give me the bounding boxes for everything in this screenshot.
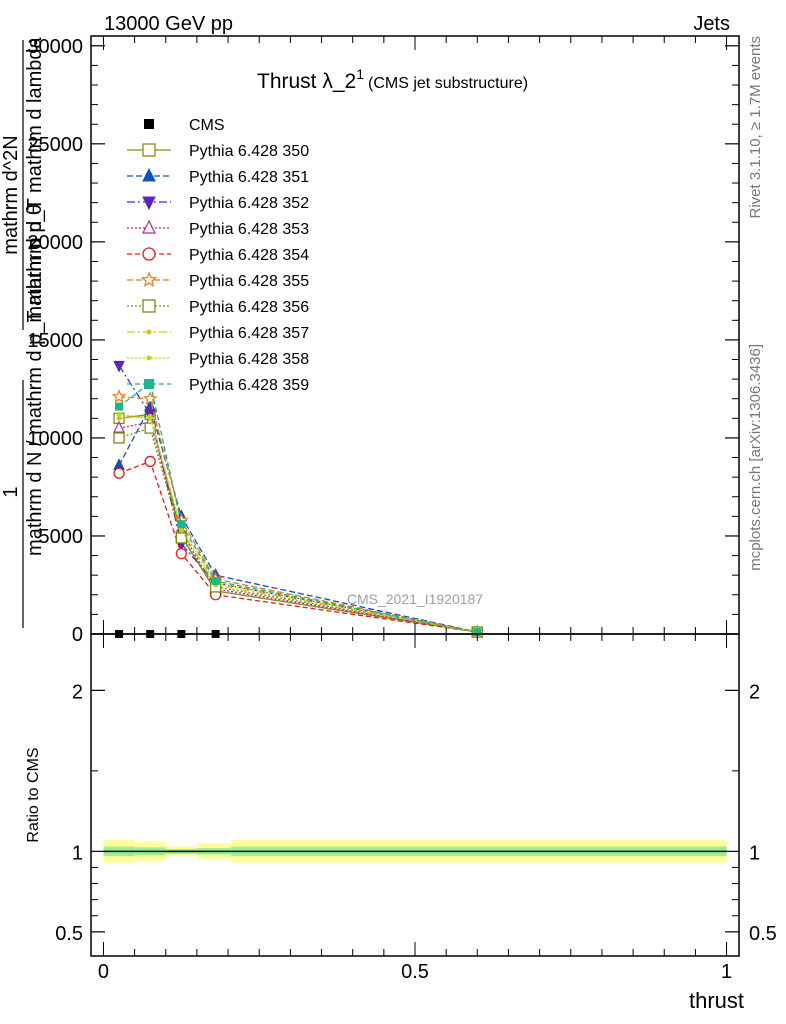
legend-item: Pythia 6.428 354 bbox=[127, 247, 309, 264]
legend-label: Pythia 6.428 352 bbox=[189, 195, 309, 212]
ratio-y-tick-label-right: 0.5 bbox=[749, 923, 777, 945]
legend-item: Pythia 6.428 359 bbox=[127, 377, 309, 394]
legend-label: Pythia 6.428 356 bbox=[189, 299, 309, 316]
data-point bbox=[146, 355, 152, 361]
series-line bbox=[118, 381, 478, 633]
data-point bbox=[113, 420, 126, 433]
y-tick-label: 20000 bbox=[27, 232, 83, 254]
header-left: 13000 GeV pp bbox=[104, 13, 233, 35]
y-tick-label: 5000 bbox=[39, 526, 84, 548]
x-tick-label: 1 bbox=[721, 961, 732, 983]
legend-item-cms: CMS bbox=[144, 117, 225, 134]
data-point bbox=[140, 271, 158, 287]
ratio-ticks: 0.5 0.5 1 1 2 2 0 0.5 1 bbox=[55, 634, 777, 983]
header-right: Jets bbox=[693, 13, 730, 35]
data-point bbox=[175, 547, 187, 560]
ylabel-num1: 1 bbox=[0, 486, 22, 497]
legend-item: Pythia 6.428 356 bbox=[127, 299, 309, 316]
data-point bbox=[142, 219, 156, 234]
x-tick-label: 0.5 bbox=[401, 961, 429, 983]
legend: CMS Pythia 6.428 350 Pythia 6.428 351 Pythi… bbox=[127, 117, 309, 394]
legend-label: Pythia 6.428 351 bbox=[189, 169, 309, 186]
data-point bbox=[143, 391, 158, 405]
rivet-label: Rivet 3.1.10, ≥ 1.7M events bbox=[747, 36, 764, 219]
legend-label: Pythia 6.428 350 bbox=[189, 143, 309, 160]
x-axis-label: thrust bbox=[689, 988, 744, 1013]
main-title: Thrust λ_21(CMS jet substructure) bbox=[257, 66, 528, 93]
data-point bbox=[142, 299, 156, 313]
y-tick-label: 0 bbox=[72, 624, 83, 646]
x-tick-label: 0 bbox=[98, 961, 109, 983]
ylabel-den1: mathrm d N / mathrm d p_T mathrm d θ bbox=[24, 204, 46, 556]
ylabel-den2: mathrm d p_T mathrm d lambda bbox=[24, 36, 46, 322]
data-point bbox=[113, 467, 125, 479]
y-tick-label: 10000 bbox=[27, 428, 83, 450]
legend-label: Pythia 6.428 353 bbox=[189, 221, 309, 238]
ratio-y-tick-label: 2 bbox=[72, 681, 83, 703]
data-point bbox=[144, 422, 156, 434]
chart-title: Thrust λ_21(CMS jet substructure) bbox=[257, 66, 528, 93]
legend-label: Pythia 6.428 355 bbox=[189, 273, 309, 290]
data-point bbox=[116, 415, 122, 421]
legend-item: Pythia 6.428 355 bbox=[127, 271, 309, 290]
ratio-frame bbox=[90, 633, 740, 957]
watermark: CMS_2021_I1920187 bbox=[347, 591, 483, 607]
data-point bbox=[146, 329, 152, 335]
ylabel-num2: mathrm d^2N bbox=[0, 135, 22, 254]
ratio-y-label: Ratio to CMS bbox=[25, 747, 42, 842]
legend-item: Pythia 6.428 350 bbox=[127, 143, 309, 160]
mcplots-label: mcplots.cern.ch [arXiv:1306.3436] bbox=[747, 344, 764, 571]
y-tick-label: 15000 bbox=[27, 330, 83, 352]
data-point bbox=[113, 360, 125, 373]
data-point bbox=[115, 402, 124, 411]
ratio-y-tick-label-right: 2 bbox=[749, 681, 760, 703]
legend-item: Pythia 6.428 353 bbox=[127, 219, 309, 238]
legend-label: CMS bbox=[189, 117, 225, 134]
data-point bbox=[175, 532, 187, 544]
y-tick-label: 30000 bbox=[27, 36, 83, 58]
ratio-y-tick-label: 0.5 bbox=[55, 923, 83, 945]
legend-item: Pythia 6.428 358 bbox=[127, 351, 309, 368]
legend-item: Pythia 6.428 357 bbox=[127, 325, 309, 342]
legend-label: Pythia 6.428 359 bbox=[189, 377, 309, 394]
main-ticks: 0 5000 10000 15000 20000 25000 30000 bbox=[27, 36, 739, 646]
chart-title-main: Thrust λ_2 bbox=[257, 70, 356, 93]
data-point bbox=[144, 379, 154, 389]
data-point bbox=[211, 577, 220, 586]
data-point bbox=[111, 389, 127, 403]
series-group bbox=[111, 360, 485, 640]
data-point bbox=[142, 247, 156, 261]
series-line bbox=[118, 427, 478, 633]
legend-item: Pythia 6.428 352 bbox=[127, 195, 309, 212]
data-point bbox=[144, 455, 156, 468]
y-axis-label: 1 mathrm d N / mathrm d p_T mathrm d θ m… bbox=[0, 36, 46, 628]
legend-label: Pythia 6.428 354 bbox=[189, 247, 309, 264]
data-point bbox=[142, 143, 156, 157]
series-354 bbox=[113, 455, 483, 638]
chart-title-sup: 1 bbox=[356, 66, 364, 82]
legend-label: Pythia 6.428 357 bbox=[189, 325, 309, 342]
y-tick-label: 25000 bbox=[27, 134, 83, 156]
ratio-y-tick-label-right: 1 bbox=[749, 842, 760, 864]
legend-marker bbox=[144, 119, 154, 129]
data-point bbox=[177, 520, 186, 529]
data-point bbox=[116, 411, 122, 417]
data-point bbox=[142, 167, 156, 182]
ratio-y-tick-label: 1 bbox=[72, 842, 83, 864]
ratio-panel: 0.5 0.5 1 1 2 2 0 0.5 1 Ratio to CMS bbox=[25, 633, 777, 983]
data-point bbox=[113, 432, 125, 444]
chart-subtitle: (CMS jet substructure) bbox=[368, 75, 528, 92]
main-panel: 0 5000 10000 15000 20000 25000 30000 CMS_2021_… bbox=[27, 35, 740, 646]
data-point bbox=[147, 415, 153, 421]
data-point bbox=[142, 196, 156, 211]
legend-item: Pythia 6.428 351 bbox=[127, 167, 309, 186]
legend-label: Pythia 6.428 358 bbox=[189, 351, 309, 368]
